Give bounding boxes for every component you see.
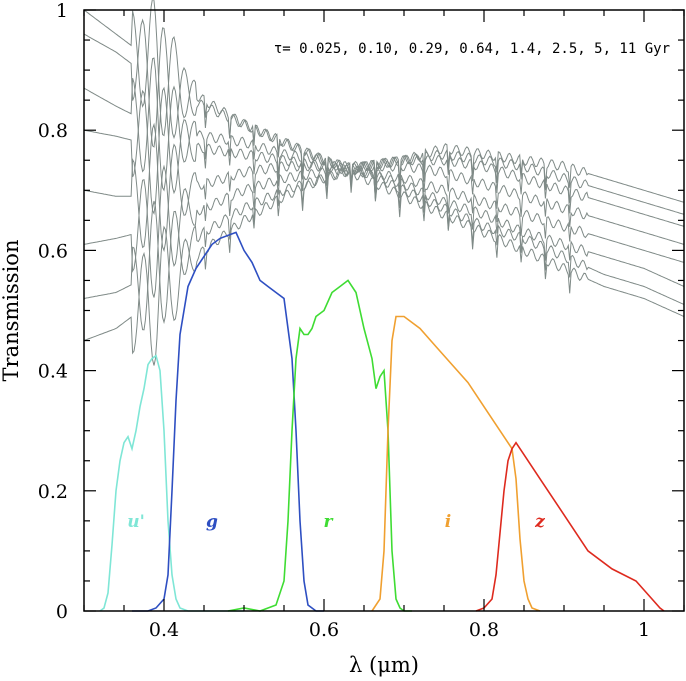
filter-labels: u' g r i z (127, 512, 545, 532)
y-axis-label: Transmission (0, 240, 23, 382)
filter-curve-z (475, 441, 665, 612)
spectrum-tau-1.4-gyr (83, 122, 685, 253)
filter-label-g: g (206, 512, 218, 532)
filter-curves-group (99, 231, 665, 612)
y-tick-label: 0 (56, 601, 68, 623)
spectrum-tau-0.29-gyr (83, 57, 685, 287)
y-tick-label: 0.6 (38, 240, 68, 262)
y-tick-label: 0.4 (38, 361, 68, 383)
filter-curve-g (132, 231, 324, 612)
spectrum-tau-0.025-gyr (83, 0, 685, 317)
y-tick-label: 1 (56, 0, 68, 22)
spectra-group (83, 0, 685, 366)
x-tick-label: 0.6 (309, 619, 339, 641)
filter-curve-r (227, 279, 412, 612)
x-tick-label: 1 (638, 619, 650, 641)
x-tick-label: 0.8 (469, 619, 499, 641)
filter-curve-u (99, 354, 244, 612)
plot-frame (83, 9, 685, 612)
filter-label-r: r (324, 512, 334, 532)
filter-curve-i (371, 315, 541, 612)
x-axis-label: λ (μm) (349, 653, 419, 677)
y-tick-label: 0.8 (38, 120, 68, 142)
filter-label-z: z (534, 512, 545, 532)
spectrum-tau-5-gyr (83, 148, 685, 331)
y-tick-label: 0.2 (38, 481, 68, 503)
axis-tick-labels: 0.4 0.6 0.8 1 0 0.2 0.4 0.6 0.8 1 (38, 0, 650, 641)
spectrum-tau-11-gyr (83, 143, 685, 366)
axis-ticks (83, 9, 685, 612)
spectrum-tau-0.64-gyr (83, 86, 685, 263)
spectrum-tau-2.5-gyr (83, 154, 685, 298)
tau-annotation: τ= 0.025, 0.10, 0.29, 0.64, 1.4, 2.5, 5,… (274, 41, 670, 57)
filter-label-i: i (445, 512, 451, 532)
filter-label-u: u' (127, 512, 145, 532)
x-tick-label: 0.4 (149, 619, 179, 641)
